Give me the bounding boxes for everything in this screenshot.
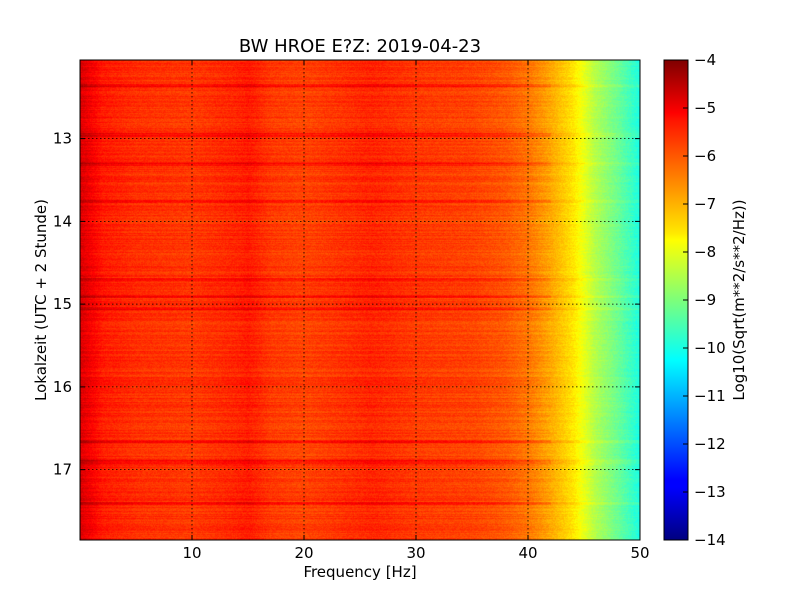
colorbar-tick-label: −10: [694, 339, 726, 357]
x-tick-label: 40: [518, 544, 537, 562]
colorbar-tick-label: −14: [694, 531, 726, 549]
chart-title: BW HROE E?Z: 2019-04-23: [239, 36, 481, 57]
colorbar-tick-label: −7: [694, 195, 716, 213]
spectrogram-image: [80, 60, 640, 540]
y-tick-label: 13: [53, 130, 72, 148]
colorbar-tick-label: −8: [694, 243, 716, 261]
colorbar-label: Log10(Sqrt(m**2/s**2/Hz)): [730, 199, 748, 400]
x-tick-label: 30: [406, 544, 425, 562]
plot-frame: [79, 59, 641, 541]
y-tick-label: 15: [53, 295, 72, 313]
colorbar-tick-label: −6: [694, 147, 716, 165]
colorbar: −4 −5 −6 −7 −8 −9 −10 −11 −12 −13 −14 Log10(Sqrt(m…: [663, 51, 748, 549]
y-tick-label: 17: [53, 461, 72, 479]
x-tick-label: 10: [182, 544, 201, 562]
y-axis: 13 14 15 16 17: [53, 130, 640, 479]
colorbar-tick-label: −11: [694, 387, 726, 405]
colorbar-tick-label: −13: [694, 483, 726, 501]
x-tick-label: 50: [630, 544, 649, 562]
colorbar-tick-label: −12: [694, 435, 726, 453]
x-axis-label: Frequency [Hz]: [303, 563, 416, 581]
y-axis-label: Lokalzeit (UTC + 2 Stunde): [32, 199, 50, 401]
grid-lines: [80, 60, 640, 540]
colorbar-ticks: −4 −5 −6 −7 −8 −9 −10 −11 −12 −13 −14: [683, 51, 726, 549]
colorbar-tick-label: −9: [694, 291, 716, 309]
y-tick-label: 16: [53, 378, 72, 396]
spectrogram-plot-area: [80, 60, 640, 540]
y-tick-label: 14: [53, 212, 72, 230]
x-axis: 10 20 30 40 50: [182, 60, 650, 562]
colorbar-tick-label: −4: [694, 51, 716, 69]
x-tick-label: 20: [294, 544, 313, 562]
colorbar-tick-label: −5: [694, 99, 716, 117]
